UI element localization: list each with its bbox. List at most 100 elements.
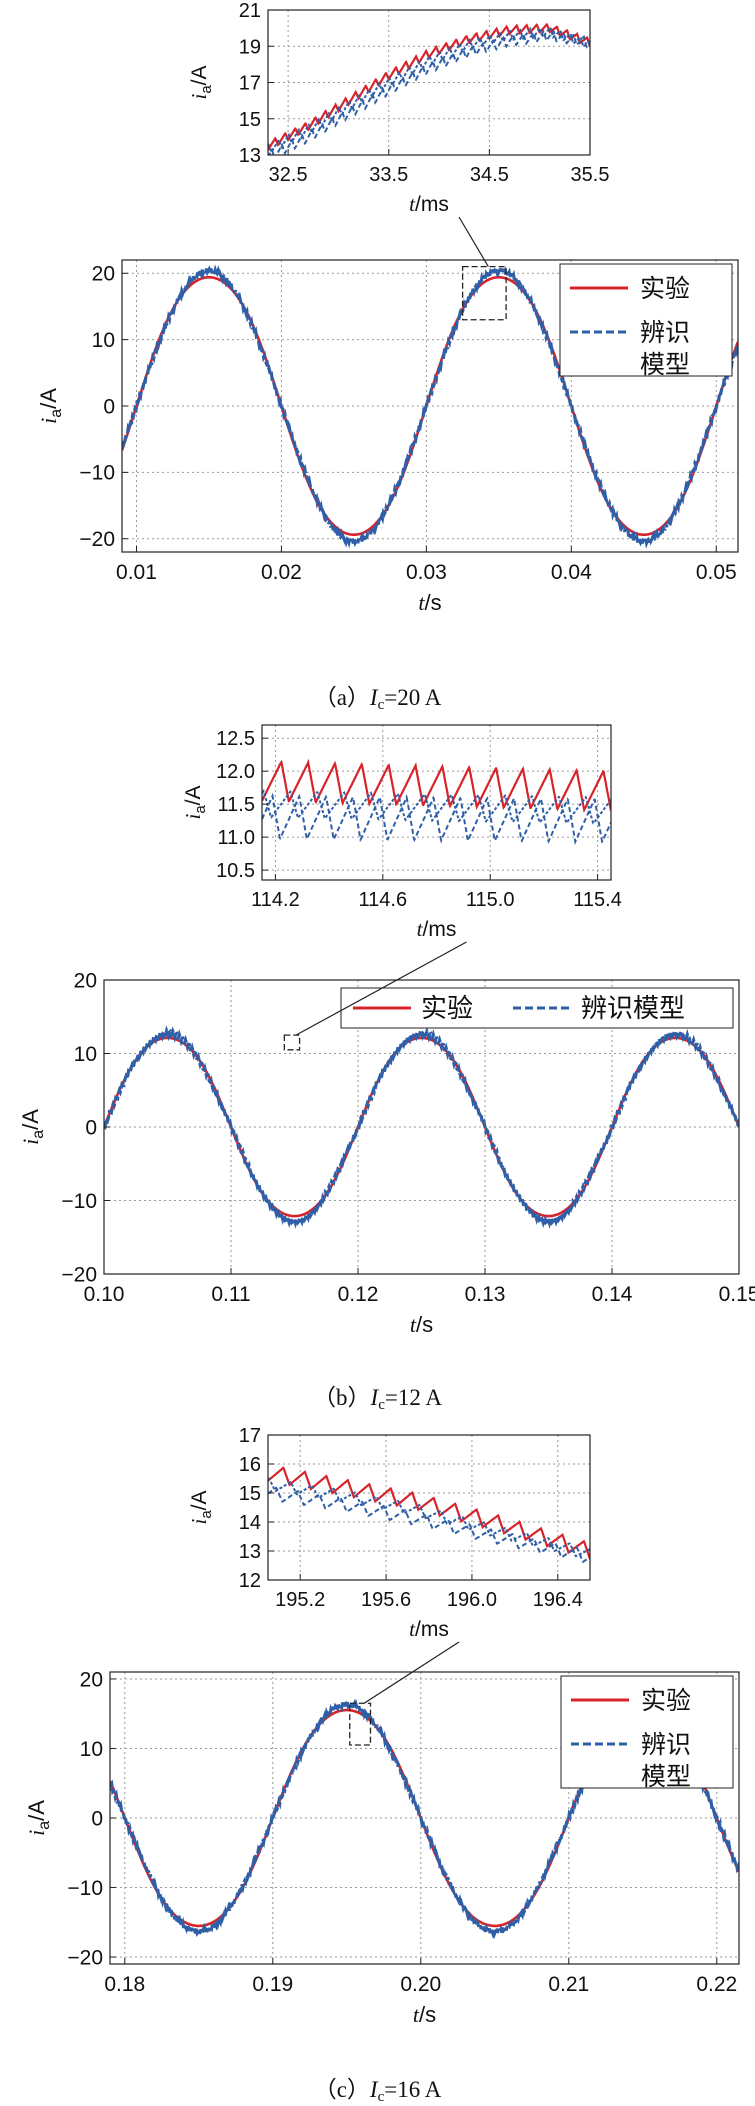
x-tick-label-c-inset-1: 195.6 <box>361 1589 411 1611</box>
plot-area-a-inset <box>268 22 590 155</box>
series-model2-c-inset <box>268 1477 590 1558</box>
caption-c-value: =16 A <box>384 2077 442 2102</box>
x-tick-label-a-main-1: 0.02 <box>261 561 302 584</box>
y-tick-label-b-main-1: −10 <box>61 1190 97 1213</box>
x-axis-label-unit-c-inset: /ms <box>415 1618 449 1641</box>
zoom-box-c-main <box>349 1702 372 1746</box>
axes-frame-b-inset <box>261 724 612 881</box>
zoom-box-a-main <box>461 265 507 321</box>
x-tick-label-b-inset-0: 114.2 <box>251 889 300 911</box>
x-tick-label-c-inset-3: 196.4 <box>533 1589 583 1611</box>
y-tick-label-c-main-0: −20 <box>67 1946 103 1969</box>
x-tick-label-a-main-3: 0.04 <box>551 561 592 584</box>
x-tick-label-b-main-1: 0.11 <box>211 1283 250 1306</box>
caption-a-sub: c <box>377 697 385 713</box>
series-experiment-a-inset <box>268 22 590 151</box>
caption-b-symbol: I <box>370 1385 379 1410</box>
x-axis-label-unit-b-inset: /ms <box>423 918 457 941</box>
y-axis-label-c-inset: ia/A <box>187 1490 215 1524</box>
legend-label-experiment-c-main: 实验 <box>641 1687 691 1715</box>
y-tick-label-c-main-3: 10 <box>80 1738 103 1761</box>
y-axis-label-sub-a-inset: a <box>198 85 215 94</box>
legend-label-experiment-a-main: 实验 <box>640 275 690 303</box>
y-tick-label-c-inset-0: 12 <box>239 1570 261 1592</box>
caption-c-prefix: （c） <box>313 2077 370 2102</box>
x-tick-label-a-inset-3: 35.5 <box>571 164 610 186</box>
x-tick-label-b-main-5: 0.15 <box>719 1283 755 1306</box>
x-axis-label-symbol-a-main: t <box>418 590 425 615</box>
caption-b-sub: c <box>378 1397 385 1413</box>
x-axis-label-symbol-b-inset: t <box>417 917 424 941</box>
y-axis-label-b-inset: ia/A <box>181 785 209 819</box>
y-tick-label-c-main-2: 0 <box>91 1807 103 1830</box>
legend-box-a-main <box>559 263 733 377</box>
y-axis-label-sub-c-inset: a <box>198 1510 215 1519</box>
caption-c-sub: c <box>377 2089 385 2105</box>
legend-label-line-experiment-c-main-0: 实验 <box>641 1687 691 1715</box>
x-axis-label-symbol-c-inset: t <box>409 1617 416 1641</box>
y-tick-label-c-main-4: 20 <box>80 1668 103 1691</box>
legend-label-line-model-c-main-0: 辨识 <box>641 1731 691 1759</box>
zoom-connector-b-main <box>295 941 467 1036</box>
y-tick-label-b-main-2: 0 <box>85 1116 97 1139</box>
legend-label-line-model-a-main-1: 模型 <box>640 351 690 379</box>
y-axis-label-a-main: ia/A <box>36 388 65 424</box>
y-axis-label-unit-b-main: /A <box>18 1109 43 1130</box>
y-tick-label-a-main-4: 20 <box>92 263 115 286</box>
y-tick-label-a-inset-2: 17 <box>239 73 261 95</box>
x-tick-label-b-inset-3: 115.4 <box>573 889 622 911</box>
x-tick-label-c-inset-2: 196.0 <box>447 1589 497 1611</box>
legend-box-c-main <box>560 1675 734 1789</box>
y-tick-label-a-inset-0: 13 <box>239 145 261 167</box>
chart-c-inset: 195.2 195.6 196.0 196.4 12 13 14 15 16 17 t/ms ia/A <box>187 1425 591 1641</box>
y-tick-label-b-inset-3: 12.0 <box>216 761 255 783</box>
y-tick-label-b-main-3: 10 <box>74 1043 97 1066</box>
axes-frame-c-inset <box>267 1434 591 1581</box>
legend-label-experiment-b-main: 实验 <box>421 993 473 1023</box>
series-model-a-inset <box>268 29 590 155</box>
y-axis-label-sub-b-inset: a <box>192 805 209 814</box>
caption-b-value: =12 A <box>384 1385 442 1410</box>
y-tick-label-c-inset-4: 16 <box>239 1454 261 1476</box>
y-axis-label-b-main: ia/A <box>18 1109 47 1145</box>
caption-b: （b）Ic=12 A <box>0 1378 755 1414</box>
y-tick-label-b-inset-1: 11.0 <box>218 827 255 849</box>
y-tick-label-c-inset-1: 13 <box>239 1541 261 1563</box>
x-tick-label-a-main-0: 0.01 <box>116 561 157 584</box>
caption-a: （a）Ic=20 A <box>0 678 755 714</box>
x-axis-label-symbol-c-main: t <box>413 2002 420 2027</box>
y-tick-label-b-inset-4: 12.5 <box>216 728 255 750</box>
x-tick-label-b-main-3: 0.13 <box>465 1283 506 1306</box>
x-tick-label-a-inset-0: 32.5 <box>269 164 308 186</box>
legend-label-line-experiment-a-main-0: 实验 <box>640 275 690 303</box>
x-tick-label-a-main-4: 0.05 <box>696 561 737 584</box>
chart-c-main: 0.18 0.19 0.20 0.21 0.22 −20 −10 0 10 20 t/s ia/A 实验… <box>24 1668 740 2027</box>
y-axis-label-symbol-c-main: i <box>24 1830 49 1836</box>
x-tick-label-c-main-0: 0.18 <box>104 1973 145 1996</box>
x-axis-label-c-main: t/s <box>413 2002 436 2027</box>
caption-a-value: =20 A <box>384 685 442 710</box>
legend-label-line-model-a-main-0: 辨识 <box>640 319 690 347</box>
x-axis-label-b-main: t/s <box>410 1312 433 1337</box>
x-tick-label-c-inset-0: 195.2 <box>275 1589 325 1611</box>
series-model2-b-inset <box>262 788 611 825</box>
x-tick-label-b-main-2: 0.12 <box>338 1283 379 1306</box>
y-axis-label-sub-b-main: a <box>30 1130 47 1139</box>
y-tick-label-c-inset-5: 17 <box>239 1425 261 1447</box>
legend-label-model-c-main: 辨识模型 <box>641 1731 691 1791</box>
y-tick-label-a-main-3: 10 <box>92 329 115 352</box>
y-axis-label-c-main: ia/A <box>24 1800 53 1836</box>
x-axis-label-a-inset: t/ms <box>409 192 449 216</box>
x-axis-label-unit-b-main: /s <box>416 1312 433 1337</box>
x-axis-label-a-main: t/s <box>418 590 441 615</box>
series-model-a-main <box>122 264 738 549</box>
y-axis-label-symbol-a-inset: i <box>187 94 211 100</box>
y-axis-label-symbol-b-inset: i <box>181 814 205 820</box>
x-axis-label-unit-a-main: /s <box>425 590 442 615</box>
plot-area-c-inset <box>268 1466 590 1563</box>
x-axis-label-symbol-b-main: t <box>410 1312 417 1337</box>
y-tick-label-a-inset-4: 21 <box>239 0 261 22</box>
